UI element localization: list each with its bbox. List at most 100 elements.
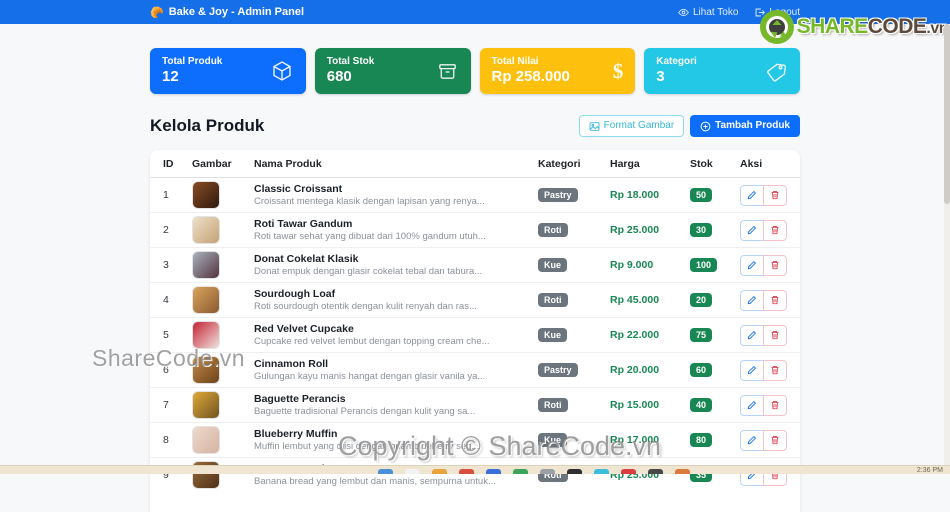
- pencil-icon: [747, 260, 757, 270]
- archive-icon: [436, 60, 459, 83]
- pencil-icon: [747, 190, 757, 200]
- product-id: 8: [150, 422, 184, 458]
- taskbar-app-icon[interactable]: [540, 469, 555, 474]
- box-icon: [270, 59, 294, 83]
- taskbar-app-icon[interactable]: [432, 469, 447, 474]
- brand-link[interactable]: 🥐 Bake & Joy - Admin Panel: [150, 6, 304, 19]
- edit-button[interactable]: [740, 394, 764, 416]
- taskbar-app-icon[interactable]: [567, 469, 582, 474]
- product-id: 6: [150, 352, 184, 388]
- category-badge: Roti: [538, 398, 568, 412]
- delete-button[interactable]: [763, 359, 787, 381]
- format-gambar-button[interactable]: Format Gambar: [578, 115, 685, 137]
- logout-icon: [755, 8, 766, 16]
- stat-value: 680: [326, 68, 352, 86]
- taskbar-app-icon[interactable]: [513, 469, 528, 474]
- taskbar-app-icon[interactable]: [621, 469, 636, 474]
- scrollbar-track[interactable]: [944, 24, 950, 474]
- taskbar-app-icon[interactable]: [378, 469, 393, 474]
- stock-badge: 60: [690, 363, 713, 377]
- taskbar-app-icon[interactable]: [486, 469, 501, 474]
- delete-button[interactable]: [763, 184, 787, 206]
- trash-icon: [771, 401, 779, 410]
- stock-badge: 30: [690, 223, 713, 237]
- product-description: Donat empuk dengan glasir cokelat tebal …: [254, 265, 483, 277]
- product-name: Cinnamon Roll: [254, 357, 329, 370]
- edit-button[interactable]: [740, 359, 764, 381]
- product-id: 5: [150, 317, 184, 353]
- taskbar-app-icon[interactable]: [405, 469, 420, 474]
- stock-badge: 75: [690, 328, 713, 342]
- edit-button[interactable]: [740, 429, 764, 451]
- delete-button[interactable]: [763, 394, 787, 416]
- product-image: [192, 321, 220, 349]
- product-description: Muffin lembut yang diisi dengan buah blu…: [254, 440, 480, 452]
- edit-button[interactable]: [740, 289, 764, 311]
- taskbar-app-icon[interactable]: [594, 469, 609, 474]
- product-description: Baguette tradisional Perancis dengan kul…: [254, 405, 476, 417]
- product-id: 3: [150, 247, 184, 283]
- nav-link-lihat-toko[interactable]: Lihat Toko: [678, 7, 738, 18]
- column-header-gambar: Gambar: [184, 150, 246, 178]
- category-badge: Roti: [538, 293, 568, 307]
- stock-badge: 50: [690, 188, 713, 202]
- stat-card-total-produk: Total Produk 12: [150, 48, 306, 94]
- product-image: [192, 251, 220, 279]
- trash-icon: [771, 226, 779, 235]
- table-row: 3 Donat Cokelat Klasik Donat empuk denga…: [150, 247, 800, 283]
- product-description: Roti sourdough otentik dengan kulit reny…: [254, 300, 477, 312]
- taskbar-clock: 2:36 PM: [916, 467, 943, 474]
- product-image: [192, 286, 220, 314]
- edit-button[interactable]: [740, 254, 764, 276]
- taskbar[interactable]: 2:36 PM: [0, 465, 950, 474]
- table-row: 1 Classic Croissant Croissant mentega kl…: [150, 178, 800, 213]
- scrollbar-thumb[interactable]: [944, 24, 950, 204]
- tambah-produk-label: Tambah Produk: [715, 120, 790, 131]
- table-row: 5 Red Velvet Cupcake Cupcake red velvet …: [150, 317, 800, 353]
- table-row: 2 Roti Tawar Gandum Roti tawar sehat yan…: [150, 212, 800, 248]
- taskbar-app-icon[interactable]: [675, 469, 690, 474]
- delete-button[interactable]: [763, 289, 787, 311]
- stat-card-total-nilai: Total Nilai Rp 258.000 $: [479, 48, 636, 94]
- edit-button[interactable]: [740, 324, 764, 346]
- column-header-nama: Nama Produk: [246, 150, 530, 178]
- product-id: 2: [150, 212, 184, 248]
- delete-button[interactable]: [763, 429, 787, 451]
- stock-badge: 20: [690, 293, 713, 307]
- product-description: Roti tawar sehat yang dibuat dari 100% g…: [254, 230, 486, 242]
- delete-button[interactable]: [763, 324, 787, 346]
- taskbar-app-icon[interactable]: [648, 469, 663, 474]
- tag-icon: [765, 60, 788, 83]
- product-price: Rp 25.000: [610, 224, 660, 236]
- edit-button[interactable]: [740, 184, 764, 206]
- stat-card-total-stok: Total Stok 680: [314, 48, 471, 94]
- product-description: Banana bread yang lembut dan manis, semp…: [254, 475, 496, 487]
- product-price: Rp 15.000: [610, 399, 660, 411]
- nav-link-logout[interactable]: Logout: [754, 7, 800, 18]
- delete-button[interactable]: [763, 219, 787, 241]
- stats-row: Total Produk 12 Total Stok 680 Total Nil…: [150, 48, 800, 94]
- product-name: Roti Tawar Gandum: [254, 217, 353, 230]
- trash-icon: [771, 296, 779, 305]
- stock-badge: 100: [690, 258, 718, 272]
- product-price: Rp 17.000: [610, 434, 660, 446]
- product-image: [192, 181, 220, 209]
- stock-badge: 80: [690, 433, 713, 447]
- pencil-icon: [747, 295, 757, 305]
- product-id: 7: [150, 387, 184, 423]
- tambah-produk-button[interactable]: Tambah Produk: [690, 115, 800, 137]
- edit-button[interactable]: [740, 219, 764, 241]
- top-navbar: 🥐 Bake & Joy - Admin Panel Lihat Toko Lo…: [0, 0, 950, 24]
- stat-label: Total Nilai: [491, 56, 539, 68]
- product-id: 9: [150, 457, 184, 492]
- stock-badge: 40: [690, 398, 713, 412]
- column-header-aksi: Aksi: [732, 150, 800, 178]
- delete-button[interactable]: [763, 254, 787, 276]
- column-header-kategori: Kategori: [530, 150, 602, 178]
- table-header-row: ID Gambar Nama Produk Kategori Harga Sto…: [150, 150, 800, 178]
- category-badge: Pastry: [538, 363, 578, 377]
- taskbar-app-icon[interactable]: [459, 469, 474, 474]
- pencil-icon: [747, 225, 757, 235]
- stat-label: Total Produk: [162, 56, 223, 68]
- table-row: 4 Sourdough Loaf Roti sourdough otentik …: [150, 282, 800, 318]
